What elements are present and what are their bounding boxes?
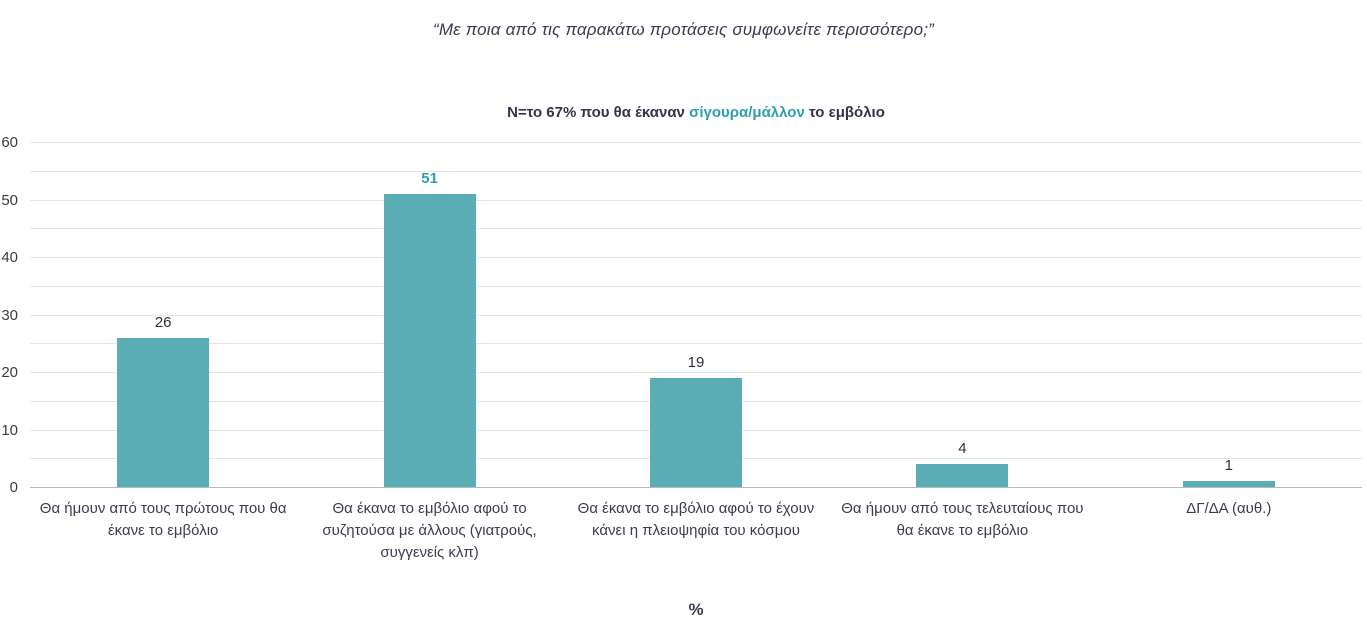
- bar-value-label: 4: [958, 440, 967, 457]
- bar: [383, 193, 476, 487]
- bar-slot: 1: [1096, 143, 1362, 488]
- bar-value-label: 51: [421, 169, 438, 187]
- plot-area: 26 51 19 4 1: [30, 142, 1362, 488]
- bar: [1182, 481, 1275, 487]
- y-axis-labels: 0 10 20 30 40 50 60: [0, 134, 18, 496]
- gridline: [30, 285, 1362, 287]
- bar-value-label: 1: [1224, 457, 1233, 475]
- gridline: [30, 314, 1362, 316]
- bar-value-label: 26: [154, 313, 172, 331]
- gridline: [30, 142, 1362, 143]
- x-axis-title: %: [688, 600, 704, 619]
- y-tick-label: 0: [9, 479, 18, 496]
- gridline: [30, 372, 1362, 373]
- category-label: Θα έκανα το εμβόλιο αφού το έχουν κάνει …: [577, 500, 815, 539]
- x-axis-line: [30, 487, 1362, 488]
- gridline: [30, 199, 1362, 201]
- bar: [649, 377, 742, 487]
- y-tick-label: 40: [1, 249, 18, 266]
- y-tick-label: 50: [1, 191, 18, 209]
- category-label: Θα ήμουν από τους τελευταίους που θα έκα…: [841, 500, 1084, 539]
- y-tick-label: 30: [1, 306, 18, 324]
- gridline: [30, 257, 1362, 258]
- category-label: ΔΓ/ΔΑ (αυθ.): [1186, 500, 1272, 517]
- subtitle-suffix: το εμβόλιο: [804, 104, 885, 121]
- bar-slot: 51: [296, 143, 562, 488]
- category-label: Θα ήμουν από τους πρώτους που θα έκανε τ…: [39, 500, 287, 539]
- x-axis-labels: Θα ήμουν από τους πρώτους που θα έκανε τ…: [30, 498, 1362, 578]
- bar: [117, 337, 210, 487]
- gridline: [30, 170, 1362, 172]
- bar-slot: 26: [30, 143, 296, 488]
- chart-subtitle: N=το 67% που θα έκαναν σίγουρα/μάλλον το…: [30, 104, 1362, 121]
- bar-slot: 4: [829, 143, 1095, 488]
- y-tick-label: 60: [1, 134, 18, 151]
- bar-value-label: 19: [687, 353, 705, 371]
- chart-title: “Με ποια από τις παρακάτω προτάσεις συμφ…: [432, 20, 935, 39]
- gridline: [30, 343, 1362, 345]
- subtitle-highlight: σίγουρα/μάλλον: [689, 104, 805, 121]
- bar: [916, 464, 1009, 487]
- category-label: Θα έκανα το εμβόλιο αφού το συζητούσα με…: [322, 500, 537, 561]
- y-tick-label: 10: [1, 421, 18, 439]
- y-tick-label: 20: [1, 364, 18, 381]
- bar-slot: 19: [563, 143, 829, 488]
- gridline: [30, 228, 1362, 230]
- subtitle-prefix: N=το 67% που θα έκαναν: [507, 104, 690, 121]
